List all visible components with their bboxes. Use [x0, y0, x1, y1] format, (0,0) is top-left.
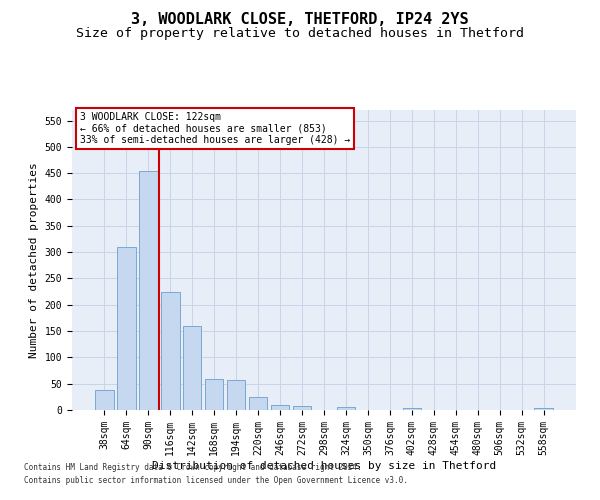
Text: Contains public sector information licensed under the Open Government Licence v3: Contains public sector information licen…: [24, 476, 408, 485]
Bar: [271, 404, 289, 410]
Bar: [293, 406, 311, 410]
Bar: [535, 408, 553, 410]
Bar: [249, 397, 268, 410]
Bar: [403, 408, 421, 410]
Bar: [227, 380, 245, 410]
Bar: [117, 247, 136, 410]
Bar: [337, 408, 355, 410]
Text: 3 WOODLARK CLOSE: 122sqm
← 66% of detached houses are smaller (853)
33% of semi-: 3 WOODLARK CLOSE: 122sqm ← 66% of detach…: [80, 112, 350, 144]
Bar: [161, 292, 179, 410]
Bar: [95, 390, 113, 410]
Y-axis label: Number of detached properties: Number of detached properties: [29, 162, 39, 358]
Bar: [139, 170, 158, 410]
Text: Contains HM Land Registry data © Crown copyright and database right 2024.: Contains HM Land Registry data © Crown c…: [24, 464, 362, 472]
Bar: [205, 380, 223, 410]
Bar: [183, 326, 202, 410]
Text: 3, WOODLARK CLOSE, THETFORD, IP24 2YS: 3, WOODLARK CLOSE, THETFORD, IP24 2YS: [131, 12, 469, 28]
X-axis label: Distribution of detached houses by size in Thetford: Distribution of detached houses by size …: [152, 460, 496, 470]
Text: Size of property relative to detached houses in Thetford: Size of property relative to detached ho…: [76, 28, 524, 40]
